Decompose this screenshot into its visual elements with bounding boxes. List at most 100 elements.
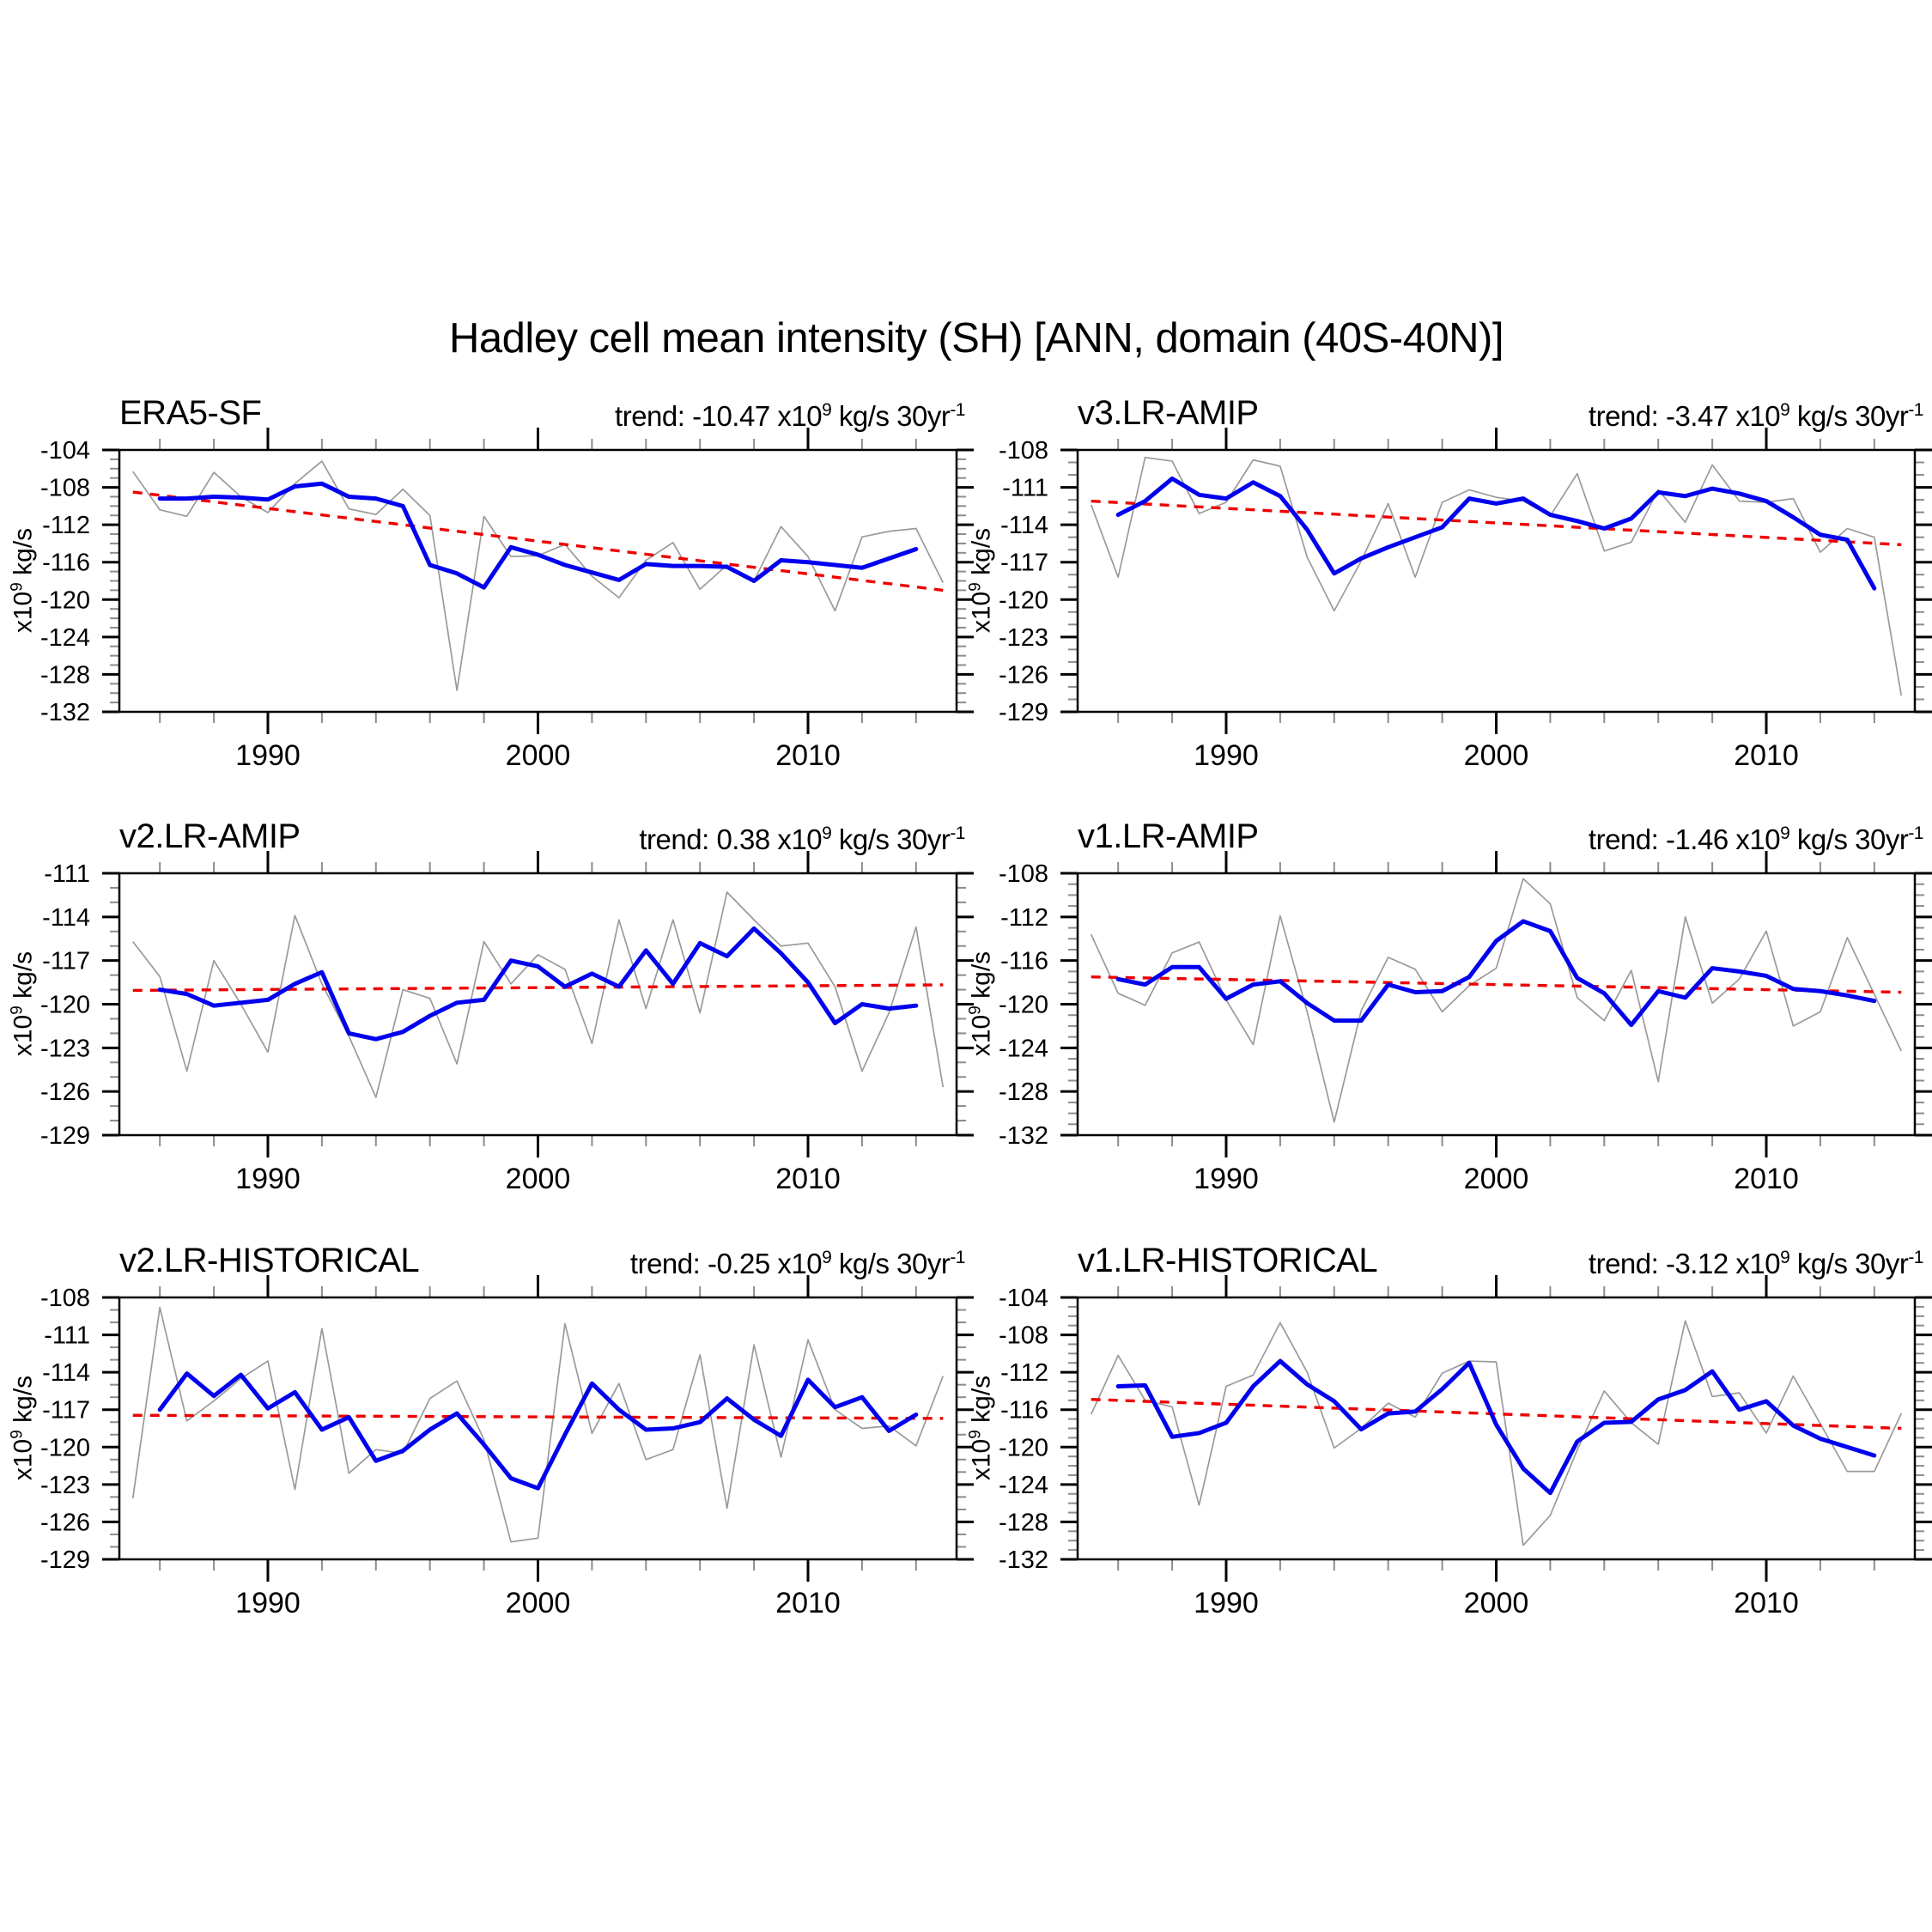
x-tick-label: 2010 (775, 1163, 841, 1195)
trend-line (132, 1413, 944, 1420)
trend-units: kg/s 30yr (1789, 1248, 1909, 1279)
panel-title: v2.LR-HISTORICAL (119, 1242, 420, 1279)
annual-mean-line (131, 1306, 945, 1543)
y-tick-label: -124 (999, 1472, 1048, 1499)
trend-x10-exponent: 9 (822, 823, 832, 843)
smoothed-line (1115, 1358, 1877, 1496)
x-axis-ticks: 1990 2000 2010 (159, 851, 917, 1195)
trend-units: kg/s 30yr (831, 1248, 951, 1279)
trend-prefix: trend: (1588, 400, 1666, 432)
y-tick-label: -120 (999, 1434, 1048, 1461)
y-tick-label: -116 (42, 550, 90, 577)
trend-units-exponent: -1 (950, 823, 965, 843)
trend-units: kg/s 30yr (831, 400, 951, 432)
trend-units-exponent: -1 (950, 1248, 965, 1267)
y-tick-label: -114 (42, 1359, 90, 1387)
page-title: Hadley cell mean intensity (SH) [ANN, do… (10, 314, 1932, 362)
panel-title: v3.LR-AMIP (1078, 394, 1259, 432)
panel-title: ERA5-SF (119, 394, 262, 432)
y-tick-label: -120 (999, 992, 1048, 1019)
trend-value: -0.25 (707, 1248, 770, 1279)
trend-x10-exponent: 9 (1780, 400, 1790, 420)
x-axis-ticks: 1990 2000 2010 (1117, 1275, 1875, 1619)
panel-header-v3lr-amip: v3.LR-AMIP trend: -3.47 x109 kg/s 30yr-1 (1078, 388, 1923, 433)
trend-line (1091, 975, 1902, 994)
panel-plot-v2.LR-AMIP: -129 -126 -123 -120 -117 -114 -111 1990 2000 2010 (40, 851, 974, 1195)
y-tick-label: -123 (40, 1472, 90, 1499)
y-tick-label: -123 (999, 624, 1048, 652)
plot-frame (118, 872, 958, 1137)
trend-value: -10.47 (692, 400, 770, 432)
y-tick-label: -129 (999, 699, 1048, 726)
trend-x10: x10 (1728, 823, 1781, 855)
x-tick-label: 1990 (1194, 1587, 1259, 1619)
x-tick-label: 2010 (775, 739, 841, 772)
y-axis-ticks: -132 -128 -124 -120 -116 -112 -108 -104 (40, 437, 974, 726)
x-axis-ticks: 1990 2000 2010 (159, 1275, 917, 1619)
y-tick-label: -111 (1002, 475, 1048, 502)
y-tick-label: -120 (40, 992, 90, 1019)
trend-x10: x10 (1728, 1248, 1781, 1279)
panel-header-v1lr-amip: v1.LR-AMIP trend: -1.46 x109 kg/s 30yr-1 (1078, 811, 1923, 856)
panel-plot-v1.LR-HISTORICAL: -132 -128 -124 -120 -116 -112 -108 -104 1990 2000… (999, 1275, 1932, 1619)
trend-value: 0.38 (716, 823, 770, 855)
y-tick-label: -117 (42, 1397, 90, 1425)
panel-trend-label: trend: -10.47 x109 kg/s 30yr-1 (615, 400, 965, 433)
x-tick-label: 1990 (1194, 739, 1259, 772)
x-axis-ticks: 1990 2000 2010 (1117, 428, 1875, 772)
y-axis-ticks: -129 -126 -123 -120 -117 -114 -111 (40, 860, 974, 1150)
x-tick-label: 1990 (235, 739, 301, 772)
x-tick-label: 2010 (1734, 1587, 1799, 1619)
y-tick-label: -126 (40, 1078, 90, 1106)
trend-prefix: trend: (1588, 1248, 1666, 1279)
panel-title: v1.LR-AMIP (1078, 817, 1259, 855)
trend-x10-exponent: 9 (1780, 1248, 1790, 1267)
panel-trend-label: trend: -3.47 x109 kg/s 30yr-1 (1588, 400, 1924, 433)
plot-frame (118, 448, 958, 714)
panel-header-v2lr-amip: v2.LR-AMIP trend: 0.38 x109 kg/s 30yr-1 (119, 811, 965, 856)
panel-plot-v1.LR-AMIP: -132 -128 -124 -120 -116 -112 -108 1990 2000 2010 (999, 851, 1932, 1195)
panel-plot-v3.LR-AMIP: -129 -126 -123 -120 -117 -114 -111 -108 1990 2000… (999, 428, 1932, 772)
y-tick-label: -108 (999, 437, 1048, 465)
panel-header-v1lr-historical: v1.LR-HISTORICAL trend: -3.12 x109 kg/s … (1078, 1236, 1923, 1280)
y-tick-label: -120 (40, 586, 90, 614)
annual-mean-line (1090, 878, 1903, 1123)
x-tick-label: 1990 (1194, 1163, 1259, 1195)
panel-title: v1.LR-HISTORICAL (1078, 1242, 1378, 1279)
smoothed-line (157, 481, 919, 590)
trend-x10-exponent: 9 (822, 1248, 832, 1267)
x-tick-label: 2010 (1734, 739, 1799, 772)
y-tick-label: -128 (999, 1078, 1048, 1106)
y-tick-label: -108 (40, 475, 90, 502)
y-tick-label: -104 (999, 1285, 1048, 1312)
x-tick-label: 1990 (235, 1587, 301, 1619)
y-tick-label: -129 (40, 1546, 90, 1574)
y-tick-label: -116 (1000, 1397, 1048, 1425)
smoothed-line (157, 1371, 919, 1491)
x-axis-ticks: 1990 2000 2010 (1117, 851, 1875, 1195)
y-tick-label: -104 (40, 437, 90, 465)
trend-line (1091, 499, 1902, 547)
y-tick-label: -128 (999, 1509, 1048, 1536)
trend-x10: x10 (769, 823, 823, 855)
y-tick-label: -124 (999, 1035, 1048, 1062)
y-tick-label: -126 (999, 661, 1048, 689)
panel-header-era5-sf: ERA5-SF trend: -10.47 x109 kg/s 30yr-1 (119, 388, 965, 433)
x-tick-label: 2000 (506, 739, 571, 772)
y-axis-ticks: -132 -128 -124 -120 -116 -112 -108 (999, 860, 1932, 1150)
y-tick-label: -111 (44, 1322, 90, 1350)
trend-prefix: trend: (615, 400, 693, 432)
y-tick-label: -124 (40, 624, 90, 652)
y-tick-label: -116 (1000, 948, 1048, 975)
annual-mean-line (132, 891, 945, 1098)
y-tick-label: -111 (44, 860, 90, 888)
panel-trend-label: trend: 0.38 x109 kg/s 30yr-1 (639, 823, 965, 856)
y-tick-label: -117 (42, 948, 90, 975)
x-tick-label: 2000 (1464, 1587, 1529, 1619)
trend-value: -3.47 (1665, 400, 1728, 432)
plot-frame (1076, 1296, 1917, 1561)
trend-x10: x10 (769, 400, 823, 432)
trend-prefix: trend: (1588, 823, 1666, 855)
trend-line (1091, 1398, 1902, 1431)
